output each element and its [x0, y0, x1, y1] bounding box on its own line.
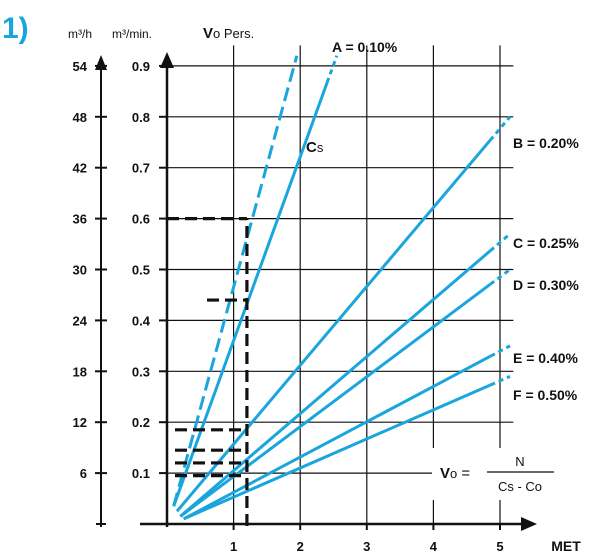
y-axis-m3h-arrow	[95, 55, 107, 70]
unit-label-m3min: m³/min.	[112, 27, 152, 41]
series-label-f: F = 0.50%	[513, 387, 578, 403]
x-axis-label: MET	[551, 538, 581, 554]
series-label-b: B = 0.20%	[513, 135, 579, 151]
y-tick-label-m3h: 12	[73, 415, 87, 430]
vo-axis-label: Vo Pers.	[203, 25, 254, 42]
y-tick-label-m3h: 18	[73, 364, 87, 379]
formula-numerator: N	[515, 454, 524, 469]
series-label-a: A = 0.10%	[332, 39, 398, 55]
y-tick-label-m3min: 0.3	[132, 364, 150, 379]
x-tick-label: 2	[297, 539, 304, 554]
series-line-tail-D	[489, 268, 511, 286]
series-line-tail-F	[489, 375, 511, 387]
y-tick-label-m3min: 0.1	[132, 466, 150, 481]
series-label-d: D = 0.30%	[513, 277, 579, 293]
x-tick-label: 3	[363, 539, 370, 554]
y-tick-label-m3h: 24	[73, 313, 88, 328]
series-label-c: C = 0.25%	[513, 235, 579, 251]
x-axis-arrow	[521, 517, 537, 531]
y-tick-label-m3h: 54	[73, 59, 88, 74]
axes	[95, 52, 537, 531]
y-tick-label-m3min: 0.5	[132, 263, 150, 278]
x-tick-label: 5	[496, 539, 503, 554]
y-axis-arrow	[160, 52, 174, 68]
y-tick-label-m3min: 0.9	[132, 59, 150, 74]
y-tick-label-m3h: 30	[73, 263, 87, 278]
y-tick-label-m3min: 0.8	[132, 110, 150, 125]
reference-lines	[167, 217, 249, 526]
series-line-tail-C	[489, 232, 511, 252]
y-tick-label-m3min: 0.4	[132, 313, 151, 328]
series-line-tail-E	[489, 344, 511, 358]
series-line-D	[179, 283, 492, 518]
series-label-e: E = 0.40%	[513, 350, 579, 366]
formula-lhs: Vo =	[440, 465, 470, 482]
series-line-A	[172, 82, 329, 507]
formula-denominator: Cs - Co	[498, 479, 542, 494]
annotations: 1) m³/h m³/min. Vo Pers. Cs Vo = N Cs - Co	[2, 12, 560, 500]
y-tick-label-m3h: 36	[73, 212, 87, 227]
tick-labels: 0.160.2120.3180.4240.5300.6360.7420.8480…	[73, 59, 582, 554]
cs-label: Cs	[306, 139, 324, 156]
series-line-dashed	[172, 55, 299, 507]
unit-label-m3h: m³/h	[68, 27, 92, 41]
y-tick-label-m3min: 0.2	[132, 415, 150, 430]
y-tick-label-m3h: 6	[80, 466, 87, 481]
series-labels: A = 0.10% B = 0.20% C = 0.25% D = 0.30% E = …	[332, 39, 579, 403]
formula-background	[432, 448, 560, 500]
y-tick-label-m3h: 42	[73, 161, 87, 176]
series-line-C	[179, 249, 492, 518]
y-tick-label-m3min: 0.7	[132, 161, 150, 176]
series-line-tail-A	[325, 55, 339, 84]
x-tick-label: 4	[430, 539, 438, 554]
y-tick-label-m3h: 48	[73, 110, 87, 125]
y-tick-label-m3min: 0.6	[132, 212, 150, 227]
series-line-E	[182, 354, 492, 521]
figure-number: 1)	[2, 12, 29, 45]
series-line-F	[183, 383, 492, 521]
x-tick-label: 1	[230, 539, 237, 554]
